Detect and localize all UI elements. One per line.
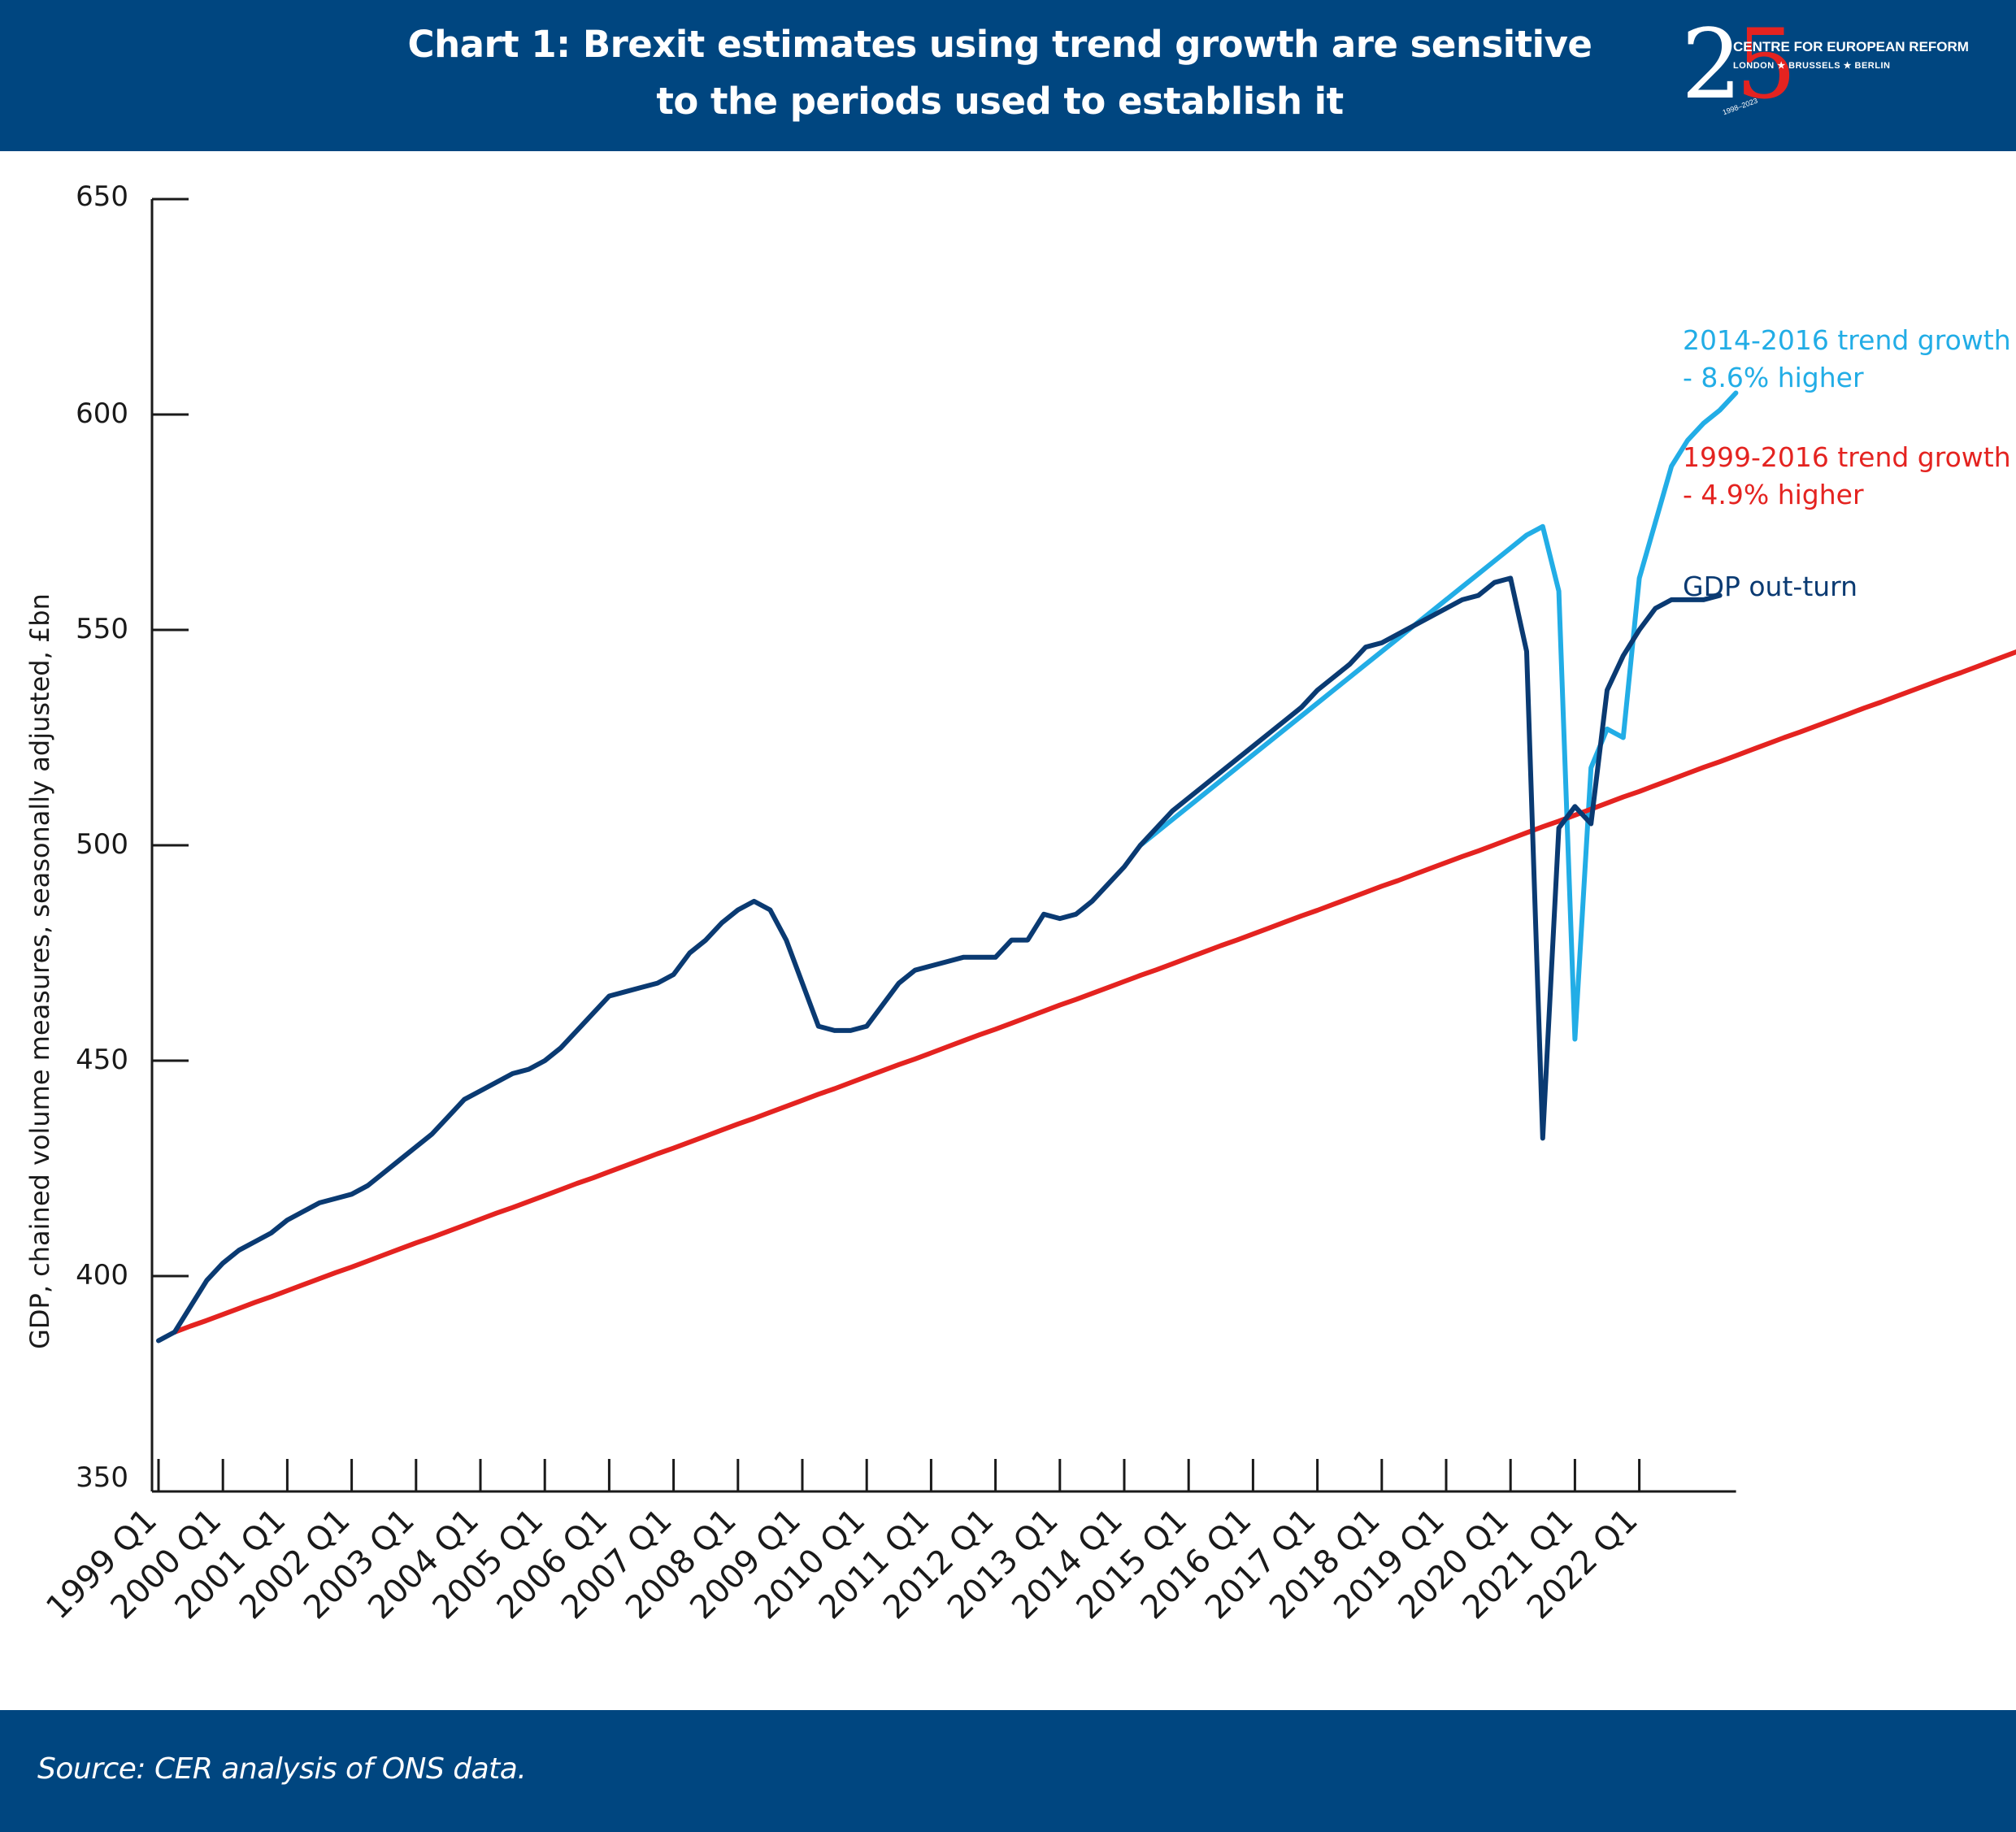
y-tick-label: 550	[76, 613, 128, 645]
logo-digit-2: 2	[1681, 8, 1743, 120]
series-label: - 8.6% higher	[1683, 362, 1864, 393]
series-lines	[156, 390, 2016, 1344]
chart-title-line-1: Chart 1: Brexit estimates using trend gr…	[407, 23, 1592, 66]
series-labels: GDP out-turn 1999-2016 trend growth - 4.9…	[1683, 324, 2011, 602]
y-tick-label: 450	[76, 1044, 128, 1076]
y-tick-label: 350	[76, 1461, 128, 1494]
y-tick-label: 600	[76, 397, 128, 430]
series-label: 1999-2016 trend growth	[1683, 441, 2011, 473]
cer-logo: 25 CENTRE FOR EUROPEAN REFORM LONDON ★ B…	[1675, 16, 2000, 133]
logo-name: CENTRE FOR EUROPEAN REFORM	[1733, 39, 1969, 54]
logo-25-mark: 25	[1681, 16, 1797, 112]
source-note: Source: CER analysis of ONS data.	[37, 1752, 527, 1786]
y-axis-label-group: GDP, chained volume measures, seasonally…	[24, 593, 55, 1349]
logo-digit-5: 5	[1736, 8, 1797, 120]
series-line-1999-2016-trend-growth	[172, 649, 2016, 1335]
series-line-gdp-out-turn	[156, 575, 1723, 1344]
chart-footer: Source: CER analysis of ONS data.	[0, 1710, 2016, 1832]
y-tick-label: 650	[76, 180, 128, 213]
chart-header: Chart 1: Brexit estimates using trend gr…	[0, 0, 2016, 151]
y-ticks: 350 400 450 500 550 600 650	[76, 180, 189, 1494]
chart-title-line-2: to the periods used to establish it	[656, 80, 1344, 123]
series-label: - 4.9% higher	[1683, 479, 1864, 510]
series-label: 2014-2016 trend growth	[1683, 324, 2011, 356]
series-label: GDP out-turn	[1683, 571, 1857, 602]
chart-plot: GDP, chained volume measures, seasonally…	[24, 180, 2016, 1626]
logo-cities: LONDON ★ BRUSSELS ★ BERLIN	[1733, 61, 1891, 71]
y-tick-label: 500	[76, 828, 128, 861]
y-tick-label: 400	[76, 1259, 128, 1292]
series-line-2014-2016-trend-growth	[1137, 390, 1739, 1042]
y-axis-label: GDP, chained volume measures, seasonally…	[24, 593, 55, 1349]
